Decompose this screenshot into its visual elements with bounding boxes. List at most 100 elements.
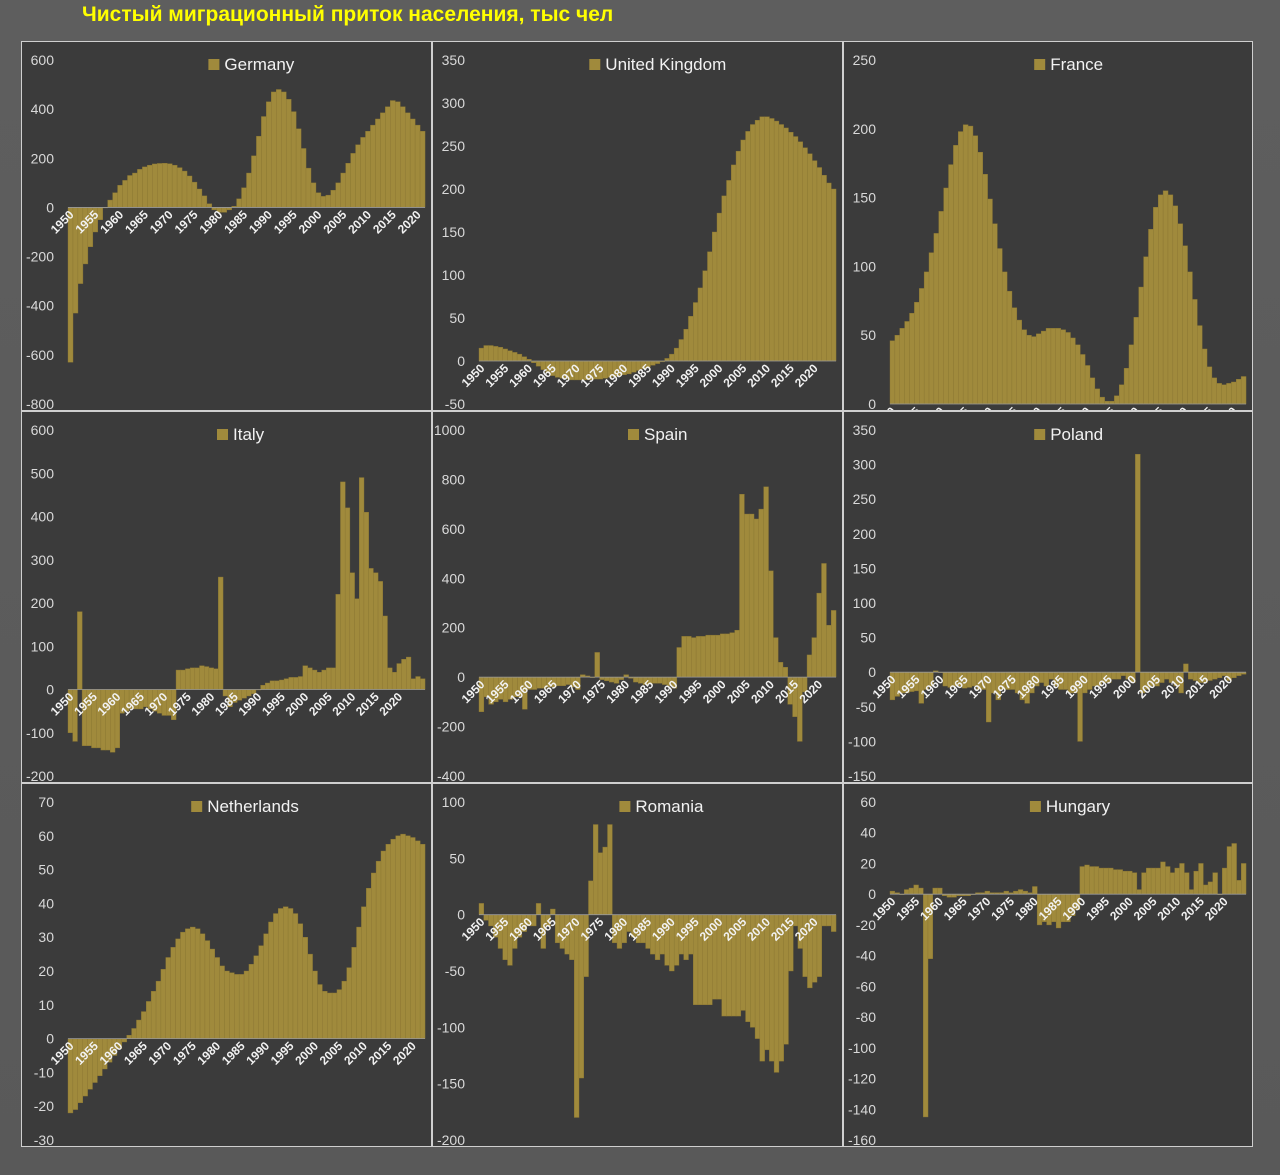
bar [155,980,162,1039]
bar [142,166,148,208]
page-title: Чистый миграционный приток населения, ты… [82,3,614,26]
y-tick-label: -400 [437,768,465,783]
bar [363,511,369,690]
bar [1026,335,1032,405]
bar [740,139,746,362]
bar [953,145,959,405]
bar [609,676,615,683]
bar [588,880,594,915]
bar [147,164,153,208]
bar [263,933,269,1039]
bar [219,965,225,1039]
chart-svg-italy: -200-10001002003004005006001950195519601… [26,422,426,782]
bar [373,572,379,690]
legend-france: France [1034,55,1103,74]
bar [278,908,284,1039]
bar [121,1038,127,1043]
y-tick-label: 250 [442,138,466,154]
bar [1165,866,1171,895]
bar [676,647,682,678]
bar [821,175,827,362]
bar [894,335,901,405]
y-tick-label: 600 [31,422,55,438]
bar [400,833,406,1039]
x-tick-label: 1995 [1083,894,1112,923]
bar [387,667,393,690]
bar [507,350,513,362]
bar [112,192,118,208]
y-tick-label: 40 [38,895,54,911]
bar [400,106,406,208]
bar [488,345,494,362]
bar [131,1028,137,1039]
bar [419,844,426,1039]
bar [404,112,411,208]
y-tick-label: 200 [442,181,466,197]
bar [390,838,396,1039]
bar [234,974,240,1039]
y-tick-label: 0 [46,682,54,698]
bar [268,921,274,1039]
x-tick-label: 2010 [330,689,359,718]
bar [1112,869,1119,895]
bar [483,345,489,362]
y-tick-label: 0 [868,886,876,902]
bar [502,348,508,362]
y-tick-label: 100 [442,267,466,283]
bar [1207,881,1214,895]
bar [126,1035,132,1039]
chart-panel-germany: -800 -600 -400 -200 0 200 400 600 1950 1955 1960 19… [21,41,432,411]
bar [604,676,610,682]
bar [773,120,780,362]
y-tick-label: 0 [46,199,54,215]
bar [1115,672,1122,680]
y-tick-label: 1000 [434,422,465,438]
bar [1111,672,1117,680]
y-tick-label: -400 [26,298,54,314]
bar [783,127,789,362]
bar [594,652,600,678]
y-tick-label: -100 [437,1019,465,1035]
bar [673,347,680,362]
bar [1201,348,1208,405]
bar [992,223,998,405]
bar [331,992,338,1039]
legend-united-kingdom: United Kingdom [589,55,726,74]
bar [702,270,708,362]
bar [1155,867,1161,895]
bar [688,316,694,362]
bar [889,340,896,405]
legend-poland: Poland [1034,425,1103,444]
x-tick-label: 2020 [792,361,821,390]
legend-label: United Kingdom [605,55,726,74]
bar [1206,366,1213,405]
bar [1104,401,1110,405]
y-tick-label: 0 [868,664,876,680]
y-tick-label: -50 [445,963,465,979]
y-tick-label: -50 [445,396,465,411]
bar [401,659,407,690]
bar [297,676,304,690]
bar [712,231,718,362]
y-tick-label: 150 [853,190,877,206]
bar [933,233,940,405]
bar [282,906,289,1039]
bar [683,328,689,362]
legend-italy: Italy [217,425,265,444]
y-tick-label: -600 [26,347,54,363]
bar [316,672,322,690]
bar [681,636,687,678]
bar [191,181,198,208]
bar [763,486,769,678]
chart-svg-spain: -400-20002004006008001000195019551960196… [434,422,837,783]
x-tick-label: 1970 [965,894,994,923]
y-tick-label: 150 [853,560,877,576]
bar [1207,672,1213,681]
bar [340,172,346,208]
x-tick-label: 2020 [395,207,424,236]
bar [391,672,398,690]
y-tick-label: 70 [38,794,54,810]
x-tick-label: 1965 [121,1039,150,1068]
bar [593,824,599,915]
bar [997,248,1003,405]
